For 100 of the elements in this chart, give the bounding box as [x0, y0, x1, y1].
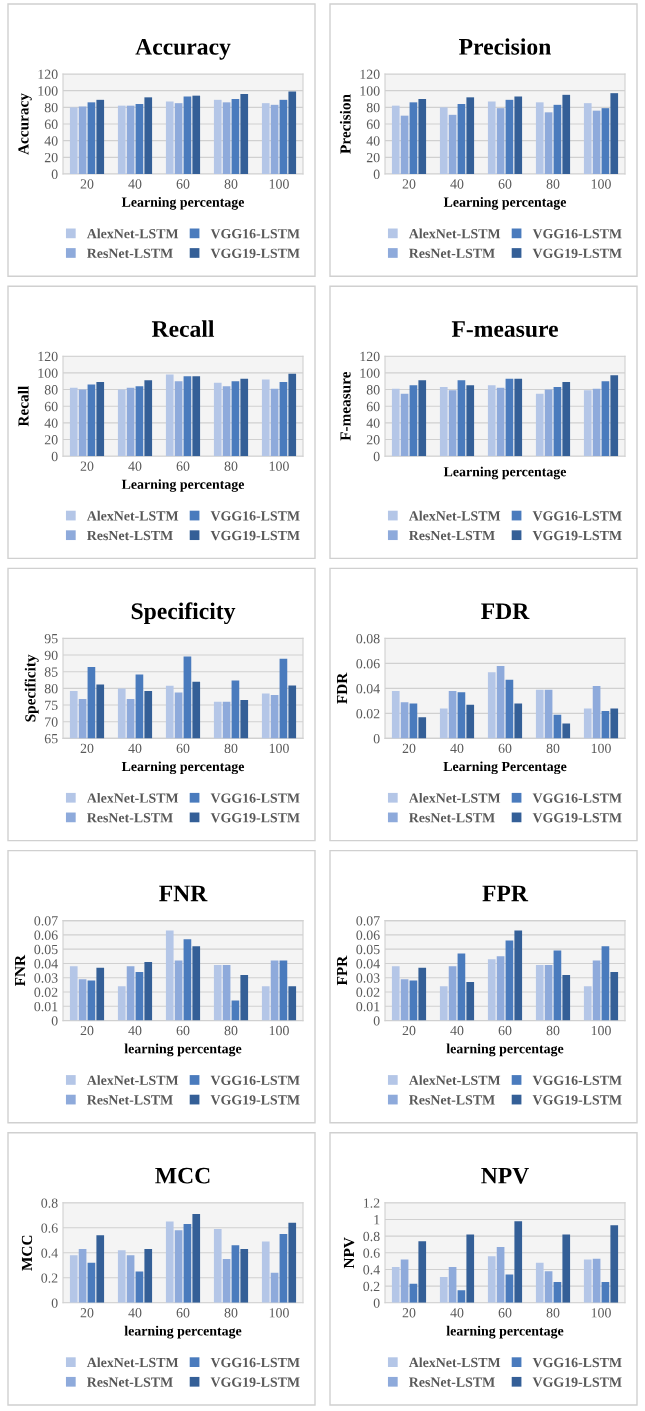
- bar: [544, 689, 553, 739]
- legend-label: VGG16-LSTM: [210, 1357, 300, 1368]
- x-tick-label: 60: [498, 1025, 512, 1036]
- x-tick-label: 80: [546, 179, 560, 189]
- bar: [117, 389, 126, 457]
- y-tick-label: 0.8: [41, 1198, 58, 1208]
- bar: [222, 1259, 231, 1303]
- x-tick-label: 60: [498, 743, 512, 754]
- y-tick-label: 120: [360, 351, 380, 362]
- x-tick-label: 20: [402, 743, 416, 754]
- y-tick-label: 80: [44, 683, 58, 694]
- y-tick-label: 0: [373, 169, 380, 179]
- x-tick-label: 20: [402, 179, 416, 189]
- legend-label: ResNet-LSTM: [87, 813, 173, 823]
- y-tick-label: 0.05: [356, 944, 380, 955]
- x-tick-label: 60: [176, 1025, 190, 1036]
- bar: [270, 388, 279, 457]
- bar: [213, 99, 222, 174]
- bar: [69, 966, 78, 1021]
- chart-title: FNR: [159, 885, 208, 902]
- bar: [78, 389, 87, 457]
- y-tick-label: 0.8: [363, 1231, 380, 1242]
- bar: [457, 692, 466, 739]
- y-axis-title: F-measure: [340, 371, 351, 441]
- legend-label: AlexNet-LSTM: [408, 1357, 501, 1368]
- bar: [117, 105, 126, 174]
- bar: [96, 99, 105, 174]
- bar: [466, 97, 475, 174]
- bar: [553, 104, 562, 174]
- y-axis-title: FNR: [15, 954, 26, 987]
- bar: [135, 972, 144, 1021]
- bar: [192, 946, 201, 1021]
- bar: [144, 380, 153, 457]
- bar: [514, 378, 523, 457]
- y-tick-label: 0.6: [363, 1248, 380, 1258]
- y-tick-label: 1: [374, 1215, 380, 1225]
- bar: [601, 108, 610, 174]
- bar: [213, 1229, 222, 1303]
- y-tick-label: 0.04: [356, 959, 380, 969]
- bar: [183, 1224, 192, 1303]
- y-tick-label: 0: [51, 1016, 58, 1026]
- y-tick-label: 0.06: [34, 930, 58, 940]
- bar: [583, 986, 592, 1021]
- chart-title: Accuracy: [135, 38, 231, 60]
- x-tick-label: 100: [269, 179, 289, 189]
- bar: [496, 956, 505, 1021]
- y-axis-title: FPR: [337, 955, 348, 986]
- bar: [496, 387, 505, 457]
- x-tick-label: 20: [80, 1025, 94, 1036]
- bar: [391, 690, 400, 739]
- bar: [535, 964, 544, 1021]
- x-tick-label: 80: [546, 1308, 560, 1318]
- bar: [400, 1259, 409, 1303]
- y-tick-label: 0: [373, 733, 380, 744]
- y-tick-label: 0: [373, 451, 380, 462]
- bar: [400, 702, 409, 739]
- bar: [261, 379, 270, 457]
- y-tick-label: 0.2: [363, 1281, 380, 1292]
- y-tick-label: 0: [51, 169, 58, 179]
- y-tick-label: 0.05: [34, 944, 58, 955]
- x-axis-title: learning percentage: [124, 1325, 242, 1339]
- chart-title: F-measure: [451, 321, 558, 338]
- y-tick-label: 80: [44, 385, 58, 395]
- bar: [117, 986, 126, 1021]
- bar: [448, 966, 457, 1021]
- bar: [553, 950, 562, 1021]
- bar: [439, 708, 448, 739]
- bar: [391, 388, 400, 457]
- bar: [487, 385, 496, 457]
- x-axis-title: learning percentage: [446, 1325, 564, 1339]
- legend-label: VGG19-LSTM: [210, 813, 300, 823]
- bar: [562, 94, 571, 174]
- bar: [288, 373, 297, 457]
- y-axis-title: Precision: [339, 94, 351, 154]
- bar: [192, 376, 201, 457]
- legend-label: AlexNet-LSTM: [86, 228, 179, 239]
- y-tick-label: 100: [360, 368, 380, 378]
- bar: [174, 103, 183, 174]
- legend-label: ResNet-LSTM: [409, 248, 495, 258]
- bar: [505, 378, 514, 457]
- bar: [601, 710, 610, 739]
- bar: [69, 107, 78, 174]
- bar: [439, 986, 448, 1021]
- chart-title: Specificity: [131, 602, 236, 625]
- legend-label: VGG16-LSTM: [532, 1075, 622, 1086]
- bar: [418, 967, 427, 1021]
- bar: [213, 382, 222, 457]
- x-tick-label: 60: [498, 1308, 512, 1318]
- y-tick-label: 0.02: [356, 708, 380, 719]
- x-tick-label: 60: [176, 1308, 190, 1318]
- bar: [448, 390, 457, 457]
- legend-label: VGG19-LSTM: [532, 1377, 622, 1387]
- chart-title: Recall: [151, 320, 215, 337]
- bar: [126, 966, 135, 1021]
- bar: [135, 386, 144, 457]
- chart-title: Precision: [459, 38, 551, 55]
- bar: [610, 708, 619, 739]
- legend-label: VGG16-LSTM: [210, 1075, 300, 1086]
- y-tick-label: 0.02: [356, 987, 380, 998]
- bar: [505, 99, 514, 174]
